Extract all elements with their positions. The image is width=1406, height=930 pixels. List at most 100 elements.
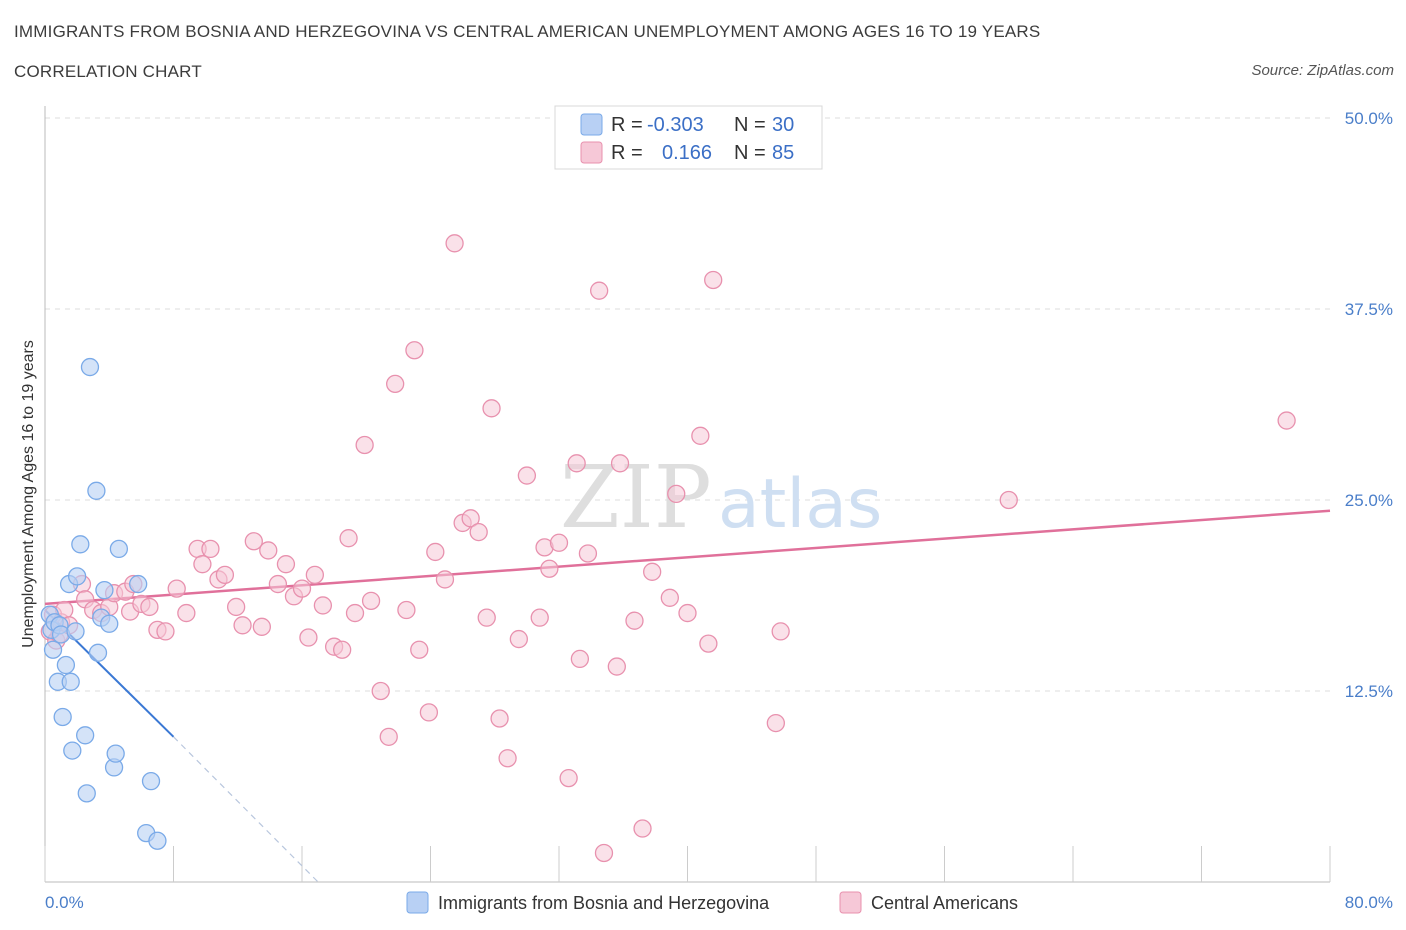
point-bosnia-15	[76, 726, 95, 745]
x-tick-label-0: 0.0%	[45, 893, 84, 912]
legend-swatch-blue	[580, 113, 603, 136]
point-central-americans-31	[259, 541, 278, 560]
chart-title: IMMIGRANTS FROM BOSNIA AND HERZEGOVINA V…	[14, 22, 1041, 41]
series-legend: Immigrants from Bosnia and Herzegovina C…	[406, 891, 1018, 914]
watermark-atlas: atlas	[718, 465, 882, 544]
point-central-americans-63	[517, 466, 537, 485]
point-central-americans-85	[766, 713, 785, 733]
point-central-americans-24	[201, 539, 220, 559]
point-bosnia-22	[100, 614, 119, 633]
point-central-americans-77	[633, 819, 652, 838]
legend-r-value-pink: 0.166	[662, 142, 712, 164]
point-bosnia-28	[141, 772, 161, 791]
watermark: ZIP atlas	[560, 448, 882, 548]
point-bosnia-13	[67, 567, 87, 586]
point-central-americans-50	[410, 640, 429, 659]
point-central-americans-21	[177, 603, 196, 623]
point-bosnia-19	[88, 643, 108, 662]
y-tick-label-1: 25.0%	[1345, 491, 1393, 510]
point-central-americans-44	[361, 591, 381, 610]
point-central-americans-19	[156, 622, 175, 641]
chart-subtitle: CORRELATION CHART	[14, 62, 202, 81]
point-central-americans-80	[667, 484, 686, 504]
point-central-americans-73	[594, 843, 614, 863]
correlation-legend: R = -0.303 N = 30 R = 0.166 N = 85	[554, 105, 823, 170]
point-bosnia-8	[56, 655, 76, 675]
point-central-americans-26	[215, 565, 235, 585]
point-bosnia-18	[87, 481, 106, 500]
point-central-americans-48	[397, 600, 416, 620]
point-central-americans-29	[244, 532, 263, 551]
point-central-americans-53	[435, 570, 455, 589]
point-central-americans-57	[469, 522, 488, 542]
point-central-americans-56	[461, 509, 480, 528]
point-central-americans-27	[226, 597, 246, 617]
point-central-americans-41	[339, 529, 358, 548]
point-central-americans-49	[405, 341, 424, 360]
point-central-americans-32	[268, 574, 288, 594]
legend-bottom-label-pink: Central Americans	[871, 893, 1018, 913]
source-label: Source: ZipAtlas.com	[1251, 62, 1394, 79]
point-bosnia-2	[43, 640, 63, 659]
point-central-americans-75	[610, 454, 630, 473]
legend-bottom-swatch-blue	[406, 891, 429, 914]
point-central-americans-59	[482, 399, 501, 418]
axes	[44, 106, 1331, 883]
point-bosnia-24	[106, 744, 125, 763]
point-bosnia-14	[71, 535, 90, 554]
point-central-americans-62	[509, 629, 528, 649]
point-central-americans-23	[193, 555, 212, 574]
point-central-americans-87	[999, 490, 1018, 510]
point-central-americans-33	[276, 555, 296, 574]
point-central-americans-88	[1277, 411, 1296, 430]
point-central-americans-79	[660, 588, 679, 607]
legend-n-value-blue: 30	[772, 114, 794, 136]
point-central-americans-17	[140, 597, 159, 617]
point-central-americans-68	[559, 768, 578, 788]
point-bosnia-12	[66, 622, 85, 641]
legend-r-label-blue: R =	[611, 114, 643, 136]
point-central-americans-84	[704, 270, 723, 290]
point-central-americans-72	[590, 281, 609, 300]
trend-line-central-americans	[44, 509, 1331, 606]
point-central-americans-60	[490, 709, 509, 728]
point-central-americans-36	[299, 628, 318, 647]
point-central-americans-47	[386, 374, 405, 394]
point-central-americans-71	[578, 544, 598, 563]
legend-n-label-blue: N =	[734, 114, 766, 136]
point-central-americans-58	[477, 608, 496, 627]
point-bosnia-26	[129, 574, 148, 594]
point-central-americans-74	[607, 657, 626, 676]
data-points	[40, 234, 1296, 863]
point-central-americans-52	[426, 542, 445, 562]
point-central-americans-82	[691, 426, 710, 445]
point-central-americans-67	[549, 533, 569, 552]
point-central-americans-30	[252, 617, 271, 636]
x-tick-label-1: 80.0%	[1345, 893, 1393, 912]
point-central-americans-76	[625, 611, 644, 630]
point-bosnia-21	[95, 581, 114, 600]
point-central-americans-83	[699, 634, 718, 653]
point-bosnia-10	[61, 672, 80, 691]
point-central-americans-66	[540, 559, 559, 578]
point-central-americans-45	[371, 681, 390, 701]
point-bosnia-29	[148, 831, 167, 850]
legend-bottom-swatch-pink	[839, 891, 862, 914]
point-central-americans-43	[355, 435, 374, 455]
trend-lines	[44, 509, 1331, 883]
legend-r-value-blue: -0.303	[647, 114, 704, 136]
y-tick-label-3: 50.0%	[1345, 109, 1393, 128]
point-central-americans-28	[233, 616, 252, 635]
point-central-americans-64	[530, 608, 549, 627]
point-bosnia-7	[53, 707, 72, 727]
y-tick-label-0: 12.5%	[1345, 682, 1393, 701]
point-central-americans-37	[305, 565, 325, 585]
point-bosnia-25	[109, 539, 129, 559]
trend-line-bosnia-extension	[173, 736, 319, 883]
point-bosnia-17	[80, 357, 100, 377]
point-central-americans-70	[570, 649, 590, 669]
point-central-americans-51	[419, 703, 439, 722]
point-bosnia-16	[77, 784, 96, 803]
point-central-americans-40	[333, 640, 352, 659]
